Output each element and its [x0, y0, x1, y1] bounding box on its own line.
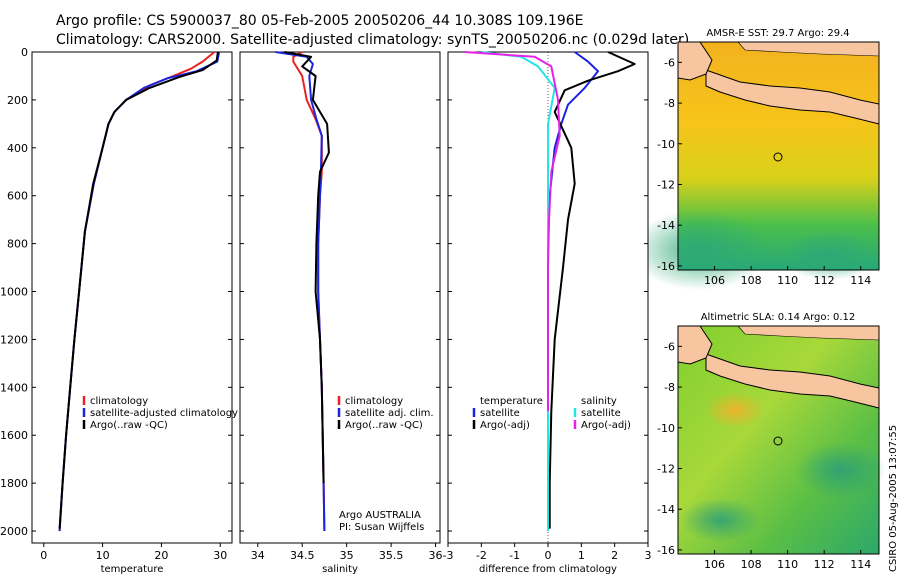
series-line — [58, 51, 219, 529]
y-tick-label: 1600 — [0, 429, 28, 442]
sst-cool-patch-2 — [780, 230, 880, 280]
map-y-tick-label: -16 — [657, 260, 675, 273]
legend-entry: satellite — [480, 408, 520, 419]
x-tick-label: 0 — [545, 549, 552, 562]
map-y-tick-label: -6 — [664, 56, 675, 69]
legend-entry: salinity — [581, 396, 617, 407]
sst-argo-marker — [773, 152, 783, 162]
map-x-tick-label: 108 — [741, 558, 762, 571]
map-x-tick-label: 108 — [741, 274, 762, 287]
map-x-tick-label: 106 — [704, 558, 725, 571]
sla-map-frame — [677, 325, 880, 555]
map-y-tick-label: -14 — [657, 219, 675, 232]
temperature-panel: 0 10 20 30 temperature 0 200 400 600 800 1000 1200 1… — [0, 46, 238, 575]
x-axis-label: temperature — [101, 564, 164, 575]
annotation-text: Argo AUSTRALIA — [339, 510, 421, 521]
sla-low-patch-2 — [680, 498, 760, 542]
annotation-text: PI: Susan Wijffels — [339, 522, 424, 533]
legend-entry: Argo(..raw -QC) — [345, 420, 423, 431]
y-tick-label: 1800 — [0, 477, 28, 490]
sst-map-frame — [677, 41, 880, 271]
map-y-tick-label: -10 — [657, 422, 675, 435]
sla-high-patch — [705, 392, 765, 428]
sla-map-title: Altimetric SLA: 0.14 Argo: 0.12 — [701, 312, 856, 323]
x-tick-label: 20 — [154, 549, 168, 562]
y-tick-label: 800 — [7, 238, 28, 251]
salinity-panel: 34 34.5 35 35.5 36 salinity climatologysatelli… — [239, 51, 443, 575]
map-x-tick-label: 114 — [850, 558, 871, 571]
y-tick-label: 1000 — [0, 286, 28, 299]
x-tick-label: 2 — [611, 549, 618, 562]
map-x-tick-label: 114 — [850, 274, 871, 287]
x-tick-label: 0 — [40, 549, 47, 562]
x-axis-label: difference from climatology — [479, 564, 617, 575]
legend-entry: satellite-adjusted climatology — [90, 408, 238, 419]
map-y-tick-label: -10 — [657, 138, 675, 151]
sla-map: Altimetric SLA: 0.14 Argo: 0.12 106 108 11… — [657, 312, 885, 571]
map-x-tick-label: 110 — [777, 558, 798, 571]
x-tick-label: -2 — [476, 549, 487, 562]
series-line — [548, 51, 636, 529]
difference-panel: -3 -2 -1 0 1 2 3 difference from climatology tem… — [443, 51, 652, 575]
y-tick-label: 1400 — [0, 381, 28, 394]
sla-argo-marker — [773, 436, 783, 446]
x-tick-label: 30 — [213, 549, 227, 562]
y-tick-label: 400 — [7, 142, 28, 155]
sla-java-land — [705, 353, 880, 409]
map-x-tick-label: 106 — [704, 274, 725, 287]
credit-text: CSIRO 05-Aug-2005 13:07:55 — [888, 425, 899, 572]
legend-entry: climatology — [90, 396, 148, 407]
sst-java-land — [705, 69, 880, 125]
x-tick-label: 35 — [340, 549, 354, 562]
series-line — [464, 51, 561, 412]
temperature-panel-frame — [31, 51, 233, 544]
y-tick-label: 1200 — [0, 333, 28, 346]
sla-low-patch — [795, 442, 885, 498]
map-x-tick-label: 112 — [814, 558, 835, 571]
map-y-tick-label: -14 — [657, 503, 675, 516]
map-y-tick-label: -12 — [657, 463, 675, 476]
y-tick-label: 200 — [7, 94, 28, 107]
x-tick-label: 3 — [645, 549, 652, 562]
x-tick-label: 1 — [578, 549, 585, 562]
map-y-tick-label: -16 — [657, 544, 675, 557]
legend-entry: satellite adj. clim. — [345, 408, 434, 419]
map-y-tick-label: -8 — [664, 97, 675, 110]
y-tick-label: 0 — [21, 46, 28, 59]
y-tick-label: 2000 — [0, 525, 28, 538]
legend-entry: satellite — [581, 408, 621, 419]
legend-entry: Argo(-adj) — [581, 420, 631, 431]
map-x-tick-label: 110 — [777, 274, 798, 287]
x-tick-label: 34.5 — [290, 549, 315, 562]
legend-entry: Argo(-adj) — [480, 420, 530, 431]
x-tick-label: -3 — [443, 549, 454, 562]
legend-entry: Argo(..raw -QC) — [90, 420, 168, 431]
header-line1: Argo profile: CS 5900037_80 05-Feb-2005 … — [56, 13, 583, 29]
y-tick-label: 600 — [7, 190, 28, 203]
series-line — [284, 51, 330, 484]
legend-entry: temperature — [480, 396, 543, 407]
header-line2: Climatology: CARS2000. Satellite-adjuste… — [56, 32, 689, 48]
x-tick-label: 36 — [429, 549, 443, 562]
legend-entry: climatology — [345, 396, 403, 407]
salinity-panel-frame — [239, 51, 441, 544]
sst-map-title: AMSR-E SST: 29.7 Argo: 29.4 — [706, 28, 849, 39]
map-y-tick-label: -6 — [664, 340, 675, 353]
series-line — [481, 51, 556, 531]
x-tick-label: -1 — [509, 549, 520, 562]
x-axis-label: salinity — [322, 564, 358, 575]
map-x-tick-label: 112 — [814, 274, 835, 287]
map-y-tick-label: -8 — [664, 381, 675, 394]
x-tick-label: 35.5 — [379, 549, 404, 562]
map-y-tick-label: -12 — [657, 179, 675, 192]
sst-map: AMSR-E SST: 29.7 Argo: 29.4 106 108 110 112… — [630, 28, 880, 290]
x-tick-label: 10 — [96, 549, 110, 562]
x-tick-label: 34 — [251, 549, 265, 562]
